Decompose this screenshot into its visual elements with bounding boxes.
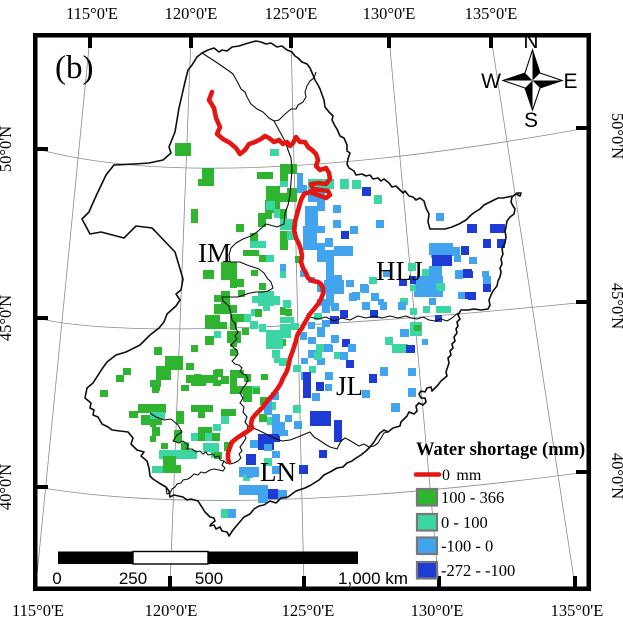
svg-text:40°0'N: 40°0'N — [608, 453, 623, 499]
svg-text:40°0'N: 40°0'N — [0, 464, 15, 510]
svg-text:50°0'N: 50°0'N — [608, 113, 623, 159]
svg-text:100 - 366: 100 - 366 — [441, 488, 504, 507]
svg-text:IM: IM — [198, 238, 231, 268]
svg-text:W: W — [481, 70, 501, 93]
svg-text:Water shortage (mm): Water shortage (mm) — [416, 440, 585, 460]
svg-text:S: S — [524, 109, 538, 132]
svg-text:0: 0 — [52, 569, 61, 588]
svg-text:135°0'E: 135°0'E — [551, 601, 604, 620]
svg-text:115°0'E: 115°0'E — [12, 601, 64, 620]
svg-text:JL: JL — [336, 371, 363, 401]
svg-text:125°0'E: 125°0'E — [265, 4, 318, 23]
svg-text:120°0'E: 120°0'E — [165, 4, 218, 23]
svg-text:-100 - 0: -100 - 0 — [441, 537, 493, 556]
svg-text:LN: LN — [260, 457, 296, 487]
svg-text:N: N — [523, 30, 538, 53]
svg-text:135°0'E: 135°0'E — [465, 4, 518, 23]
svg-text:250: 250 — [119, 569, 147, 588]
svg-text:E: E — [563, 70, 577, 93]
svg-text:1,000 km: 1,000 km — [338, 569, 408, 588]
svg-text:0 mm: 0 mm — [442, 467, 482, 484]
svg-text:45°0'N: 45°0'N — [0, 295, 15, 341]
svg-text:130°0'E: 130°0'E — [411, 601, 464, 620]
svg-text:0 - 100: 0 - 100 — [441, 513, 488, 532]
svg-text:130°0'E: 130°0'E — [363, 4, 416, 23]
svg-text:120°0'E: 120°0'E — [145, 601, 198, 620]
svg-text:500: 500 — [195, 569, 223, 588]
svg-text:125°0'E: 125°0'E — [282, 601, 335, 620]
svg-text:45°0'N: 45°0'N — [608, 283, 623, 329]
svg-text:(b): (b) — [55, 50, 93, 86]
svg-text:-272 - -100: -272 - -100 — [441, 561, 515, 580]
svg-text:HLJ: HLJ — [376, 256, 423, 286]
svg-text:50°0'N: 50°0'N — [0, 126, 15, 172]
svg-text:115°0'E: 115°0'E — [66, 4, 118, 23]
